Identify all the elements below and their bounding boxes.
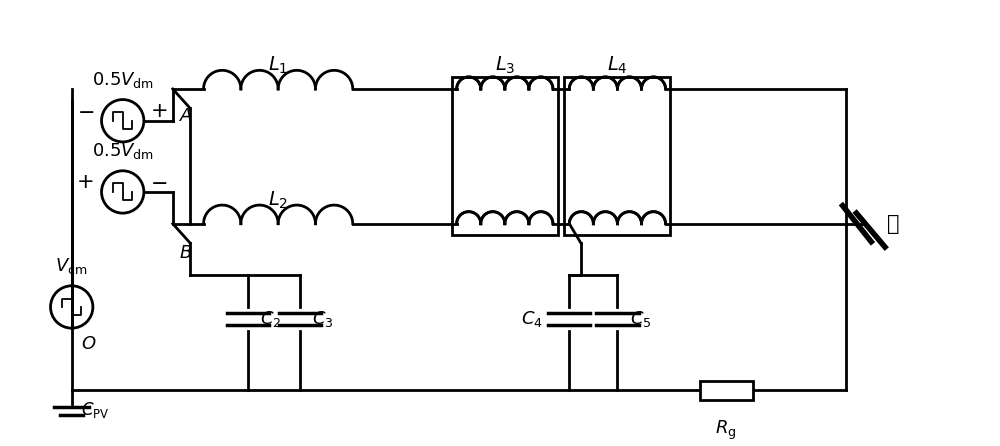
Text: $-$: $-$ — [77, 101, 94, 121]
Text: $0.5V_{\rm dm}$: $0.5V_{\rm dm}$ — [92, 141, 154, 161]
Text: $B$: $B$ — [179, 244, 192, 262]
Text: $L_2$: $L_2$ — [268, 190, 288, 211]
Text: $C_3$: $C_3$ — [312, 309, 334, 329]
Text: $+$: $+$ — [150, 101, 167, 121]
Bar — [564, 78, 670, 235]
Text: $C_4$: $C_4$ — [521, 309, 542, 329]
Text: $-$: $-$ — [150, 172, 167, 192]
Text: $0.5V_{\rm dm}$: $0.5V_{\rm dm}$ — [92, 70, 154, 90]
Text: 地: 地 — [887, 214, 900, 234]
Bar — [452, 78, 558, 235]
Text: $C_5$: $C_5$ — [630, 309, 651, 329]
Text: $L_3$: $L_3$ — [495, 55, 515, 76]
Text: $A$: $A$ — [179, 107, 193, 125]
Text: $L_1$: $L_1$ — [268, 55, 288, 76]
Text: $R_{\rm g}$: $R_{\rm g}$ — [715, 419, 737, 442]
Text: $C_{\rm PV}$: $C_{\rm PV}$ — [81, 401, 110, 421]
Text: $C_2$: $C_2$ — [260, 309, 282, 329]
Text: $V_{\rm cm}$: $V_{\rm cm}$ — [55, 256, 88, 276]
Text: $+$: $+$ — [76, 172, 94, 192]
Text: $L_4$: $L_4$ — [607, 55, 628, 76]
Text: $O$: $O$ — [81, 334, 97, 352]
Bar — [700, 380, 753, 400]
